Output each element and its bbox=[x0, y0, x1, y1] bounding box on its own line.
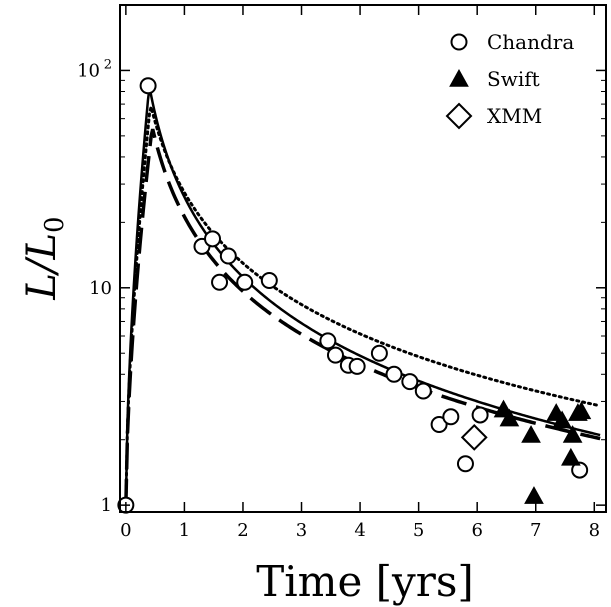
chandra-data-point bbox=[219, 247, 237, 265]
svg-text:L/L0: L/L0 bbox=[19, 216, 70, 300]
legend-label-xmm: XMM bbox=[487, 104, 542, 128]
legend-marker-xmm bbox=[445, 102, 473, 130]
chandra-data-point bbox=[430, 415, 448, 433]
x-tick-label: 0 bbox=[120, 520, 131, 541]
swift-data-point bbox=[571, 401, 592, 420]
chandra-data-point bbox=[139, 77, 157, 95]
x-tick-label: 5 bbox=[413, 520, 424, 541]
x-tick-label: 1 bbox=[179, 520, 190, 541]
chandra-data-point bbox=[385, 365, 403, 383]
x-tick-label: 6 bbox=[471, 520, 482, 541]
swift-data-point bbox=[499, 408, 520, 427]
chandra-data-point bbox=[401, 373, 419, 391]
chandra-data-point bbox=[236, 273, 254, 291]
chandra-data-point bbox=[571, 461, 589, 479]
x-tick-label: 4 bbox=[354, 520, 365, 541]
chandra-data-point bbox=[260, 272, 278, 290]
swift-data-point bbox=[561, 447, 581, 466]
chandra-data-point bbox=[319, 332, 337, 350]
model-curve-solid bbox=[124, 87, 601, 506]
axis-ticks bbox=[120, 4, 606, 512]
chandra-data-point bbox=[471, 406, 489, 424]
model-curve-dotted bbox=[124, 101, 602, 507]
chandra-data-point bbox=[204, 230, 222, 248]
legend-label-swift: Swift bbox=[487, 67, 540, 91]
chandra-data-point bbox=[370, 344, 388, 362]
y-axis-label: L/L0 bbox=[19, 216, 70, 300]
y-tick-label: 10 bbox=[89, 278, 112, 299]
y-axis-label-main: L bbox=[19, 273, 65, 301]
x-tick-label: 8 bbox=[589, 520, 600, 541]
model-curve-dashed bbox=[124, 128, 601, 506]
swift-data-point bbox=[524, 486, 544, 504]
y-axis-label-subscript: 0 bbox=[40, 216, 70, 233]
chandra-data-point bbox=[326, 346, 344, 364]
legend-label-chandra: Chandra bbox=[487, 30, 574, 54]
y-tick-label: 10 bbox=[77, 60, 100, 81]
legend-marker-swift bbox=[449, 68, 469, 87]
legend: Chandra Swift XMM bbox=[445, 30, 574, 130]
x-tick-label: 7 bbox=[530, 520, 541, 541]
swift-data-point bbox=[552, 410, 572, 429]
data-markers bbox=[117, 77, 592, 514]
y-tick-label-exponent: 2 bbox=[104, 57, 112, 72]
x-tick-label: 2 bbox=[237, 520, 248, 541]
swift-data-point bbox=[562, 425, 583, 443]
chandra-data-point bbox=[442, 408, 460, 426]
chandra-data-point bbox=[414, 382, 432, 400]
x-tick-label: 3 bbox=[296, 520, 307, 541]
swift-data-point bbox=[521, 425, 541, 443]
legend-marker-chandra bbox=[450, 33, 468, 51]
plot-frame bbox=[119, 4, 607, 513]
x-axis-label: Time [yrs] bbox=[256, 557, 474, 606]
xmm-data-point bbox=[460, 423, 488, 451]
y-axis-label-denominator: L bbox=[19, 233, 65, 261]
chandra-data-point bbox=[456, 455, 474, 473]
chandra-data-point bbox=[348, 357, 366, 375]
y-axis-label-slash: / bbox=[19, 256, 65, 277]
y-tick-label: 1 bbox=[101, 495, 112, 516]
chandra-data-point bbox=[211, 273, 229, 291]
